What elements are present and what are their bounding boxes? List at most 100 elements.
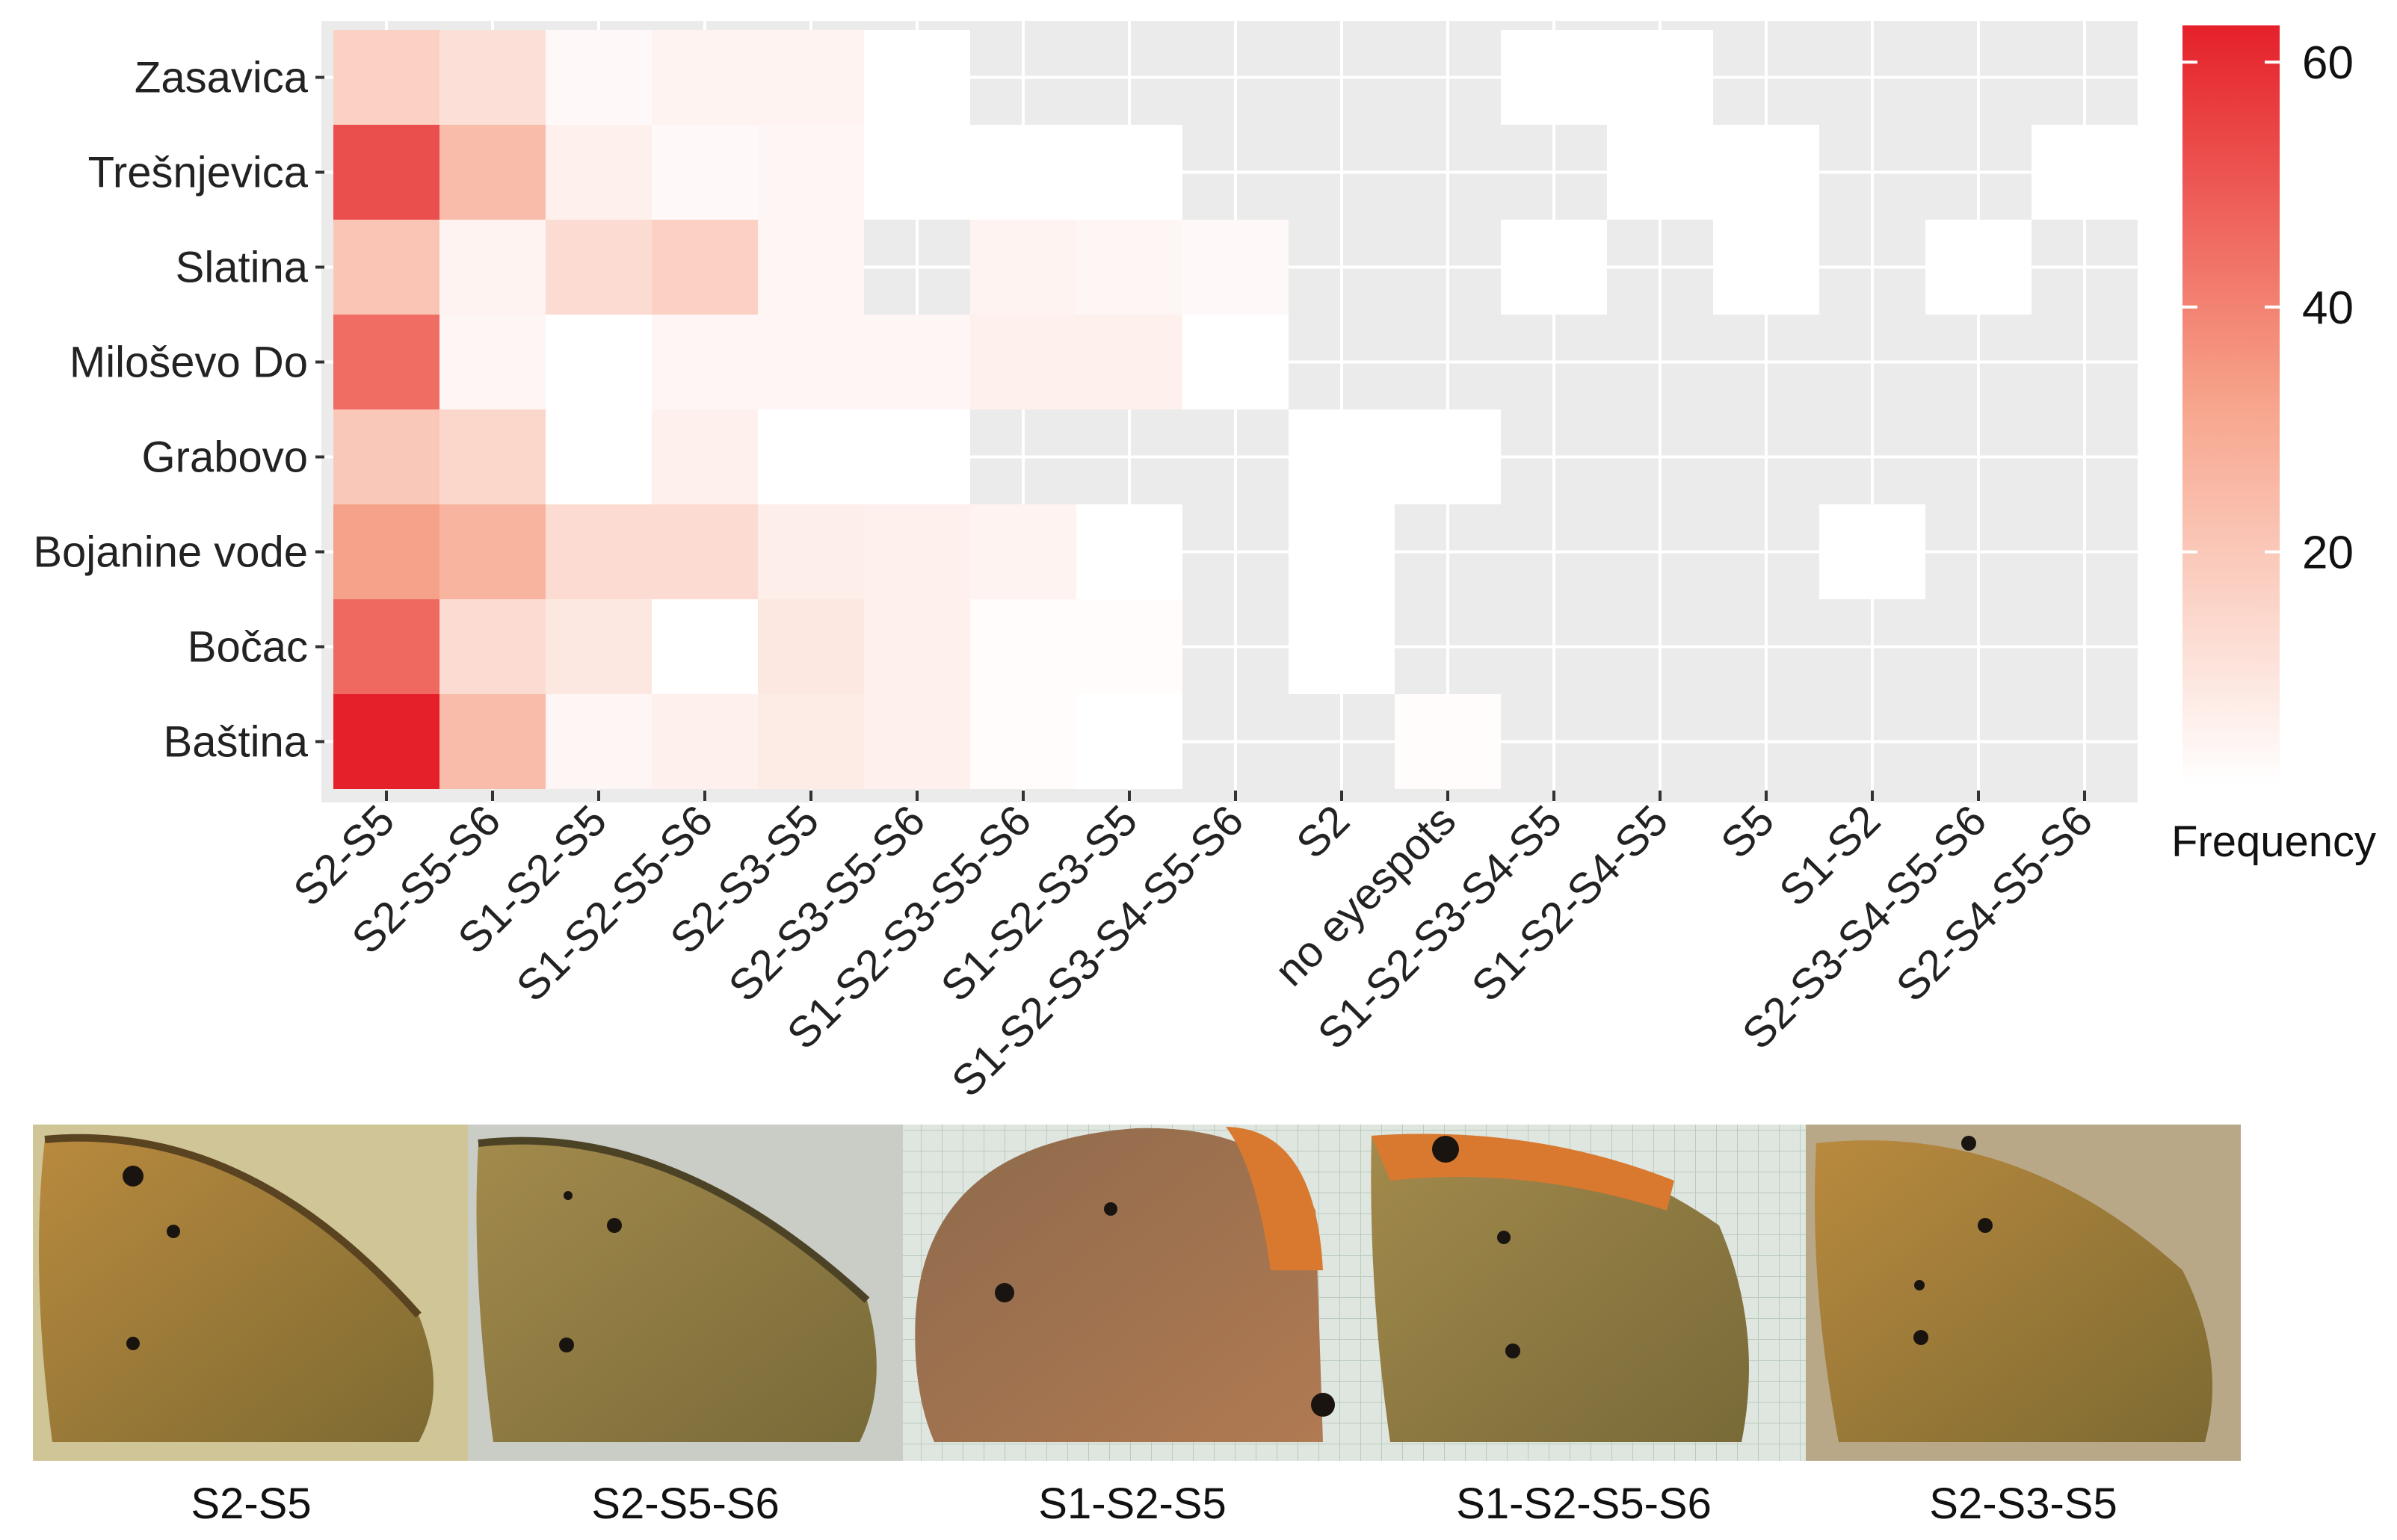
eyespot-icon <box>1961 1136 1976 1151</box>
heatmap-cell <box>864 504 970 599</box>
eyespot-icon <box>167 1225 180 1238</box>
heatmap-cell <box>439 125 546 220</box>
heatmap-cell <box>758 125 864 220</box>
photo-s1-s2-s5-s6 <box>1362 1125 1806 1461</box>
butterfly-photo-strip: S2-S5 S2-S5-S6 S1-S2-S5 S1-S2-S5-S6 S2-S… <box>33 1125 2241 1528</box>
heatmap-cell <box>1182 220 1289 315</box>
heatmap-cell <box>333 315 439 409</box>
heatmap-cell <box>439 599 546 694</box>
heatmap-cell <box>652 315 758 409</box>
heatmap-cell <box>970 599 1076 694</box>
heatmap-cell <box>333 125 439 220</box>
legend-tick-label: 20 <box>2302 528 2354 579</box>
heatmap-cell <box>333 504 439 599</box>
heatmap-cell <box>758 694 864 789</box>
eyespot-icon <box>1311 1393 1335 1417</box>
eyespot-icon <box>559 1338 574 1352</box>
y-tick-label: Zasavica <box>135 54 309 102</box>
heatmap-cell <box>546 30 652 125</box>
heatmap-cell <box>333 599 439 694</box>
heatmap-cell <box>1076 125 1182 220</box>
eyespot-icon <box>1505 1343 1520 1358</box>
heatmap-cell <box>1289 409 1395 504</box>
eyespot-icon <box>564 1191 573 1200</box>
heatmap-cell <box>546 504 652 599</box>
heatmap-cell <box>546 125 652 220</box>
y-tick-label: Grabovo <box>142 433 308 482</box>
heatmap-cell <box>864 599 970 694</box>
heatmap-cell <box>758 599 864 694</box>
x-tick-label: S2 <box>1287 796 1359 868</box>
heatmap-cell <box>333 409 439 504</box>
legend-ticks: 20 40 60 <box>2182 37 2354 579</box>
heatmap-cell <box>864 409 970 504</box>
heatmap-cell <box>1395 409 1501 504</box>
heatmap-cell <box>758 220 864 315</box>
y-tick-label: Bočac <box>188 623 308 672</box>
heatmap-cell <box>970 125 1076 220</box>
heatmap-cell <box>1395 694 1501 789</box>
heatmap-cell <box>1076 220 1182 315</box>
photo-s1-s2-s5 <box>903 1125 1362 1461</box>
heatmap-cell <box>439 220 546 315</box>
y-axis: Zasavica Trešnjevica Slatina Miloševo Do Gra… <box>33 54 324 767</box>
heatmap-cell <box>652 125 758 220</box>
heatmap-cell <box>758 409 864 504</box>
heatmap-cell <box>652 220 758 315</box>
heatmap-cell <box>1076 504 1182 599</box>
heatmap-cell <box>1076 599 1182 694</box>
heatmap-cell <box>652 504 758 599</box>
heatmap-cell <box>333 30 439 125</box>
eyespot-icon <box>607 1218 622 1233</box>
heatmap-cell <box>439 30 546 125</box>
eyespot-icon <box>1914 1280 1925 1290</box>
photo-label: S1-S2-S5-S6 <box>1456 1479 1712 1528</box>
heatmap-cell <box>1289 504 1395 599</box>
eyespot-icon <box>126 1337 140 1350</box>
heatmap-cell <box>864 30 970 125</box>
heatmap-cells <box>333 30 2138 789</box>
photo-label: S2-S5-S6 <box>591 1479 779 1528</box>
eyespot-icon <box>995 1283 1014 1302</box>
y-tick-label: Slatina <box>176 244 309 292</box>
legend-tick-label: 60 <box>2302 37 2354 89</box>
heatmap-cell <box>333 220 439 315</box>
heatmap-cell <box>970 504 1076 599</box>
y-tick-label: Bojanine vode <box>33 528 308 577</box>
heatmap-cell <box>1501 220 1607 315</box>
y-tick-label: Trešnjevica <box>88 149 309 197</box>
heatmap-cell <box>652 599 758 694</box>
heatmap-cell <box>2032 125 2138 220</box>
heatmap-cell <box>1713 220 1819 315</box>
heatmap-cell <box>1501 30 1607 125</box>
legend: 20 40 60 Frequency <box>2171 25 2376 866</box>
heatmap-cell <box>1076 694 1182 789</box>
photo-label: S2-S3-S5 <box>1929 1479 2117 1528</box>
heatmap-cell <box>652 30 758 125</box>
heatmap-cell <box>439 409 546 504</box>
heatmap-cell <box>439 504 546 599</box>
heatmap-cell <box>439 315 546 409</box>
heatmap-cell <box>1182 315 1289 409</box>
x-tick-label: S5 <box>1712 796 1783 868</box>
heatmap-cell <box>652 694 758 789</box>
eyespot-icon <box>123 1166 144 1187</box>
heatmap-cell <box>970 694 1076 789</box>
heatmap-cell <box>333 694 439 789</box>
heatmap-cell <box>1607 125 1713 220</box>
heatmap-cell <box>1819 504 1925 599</box>
heatmap-cell <box>970 315 1076 409</box>
heatmap-cell <box>864 125 970 220</box>
legend-tick-label: 40 <box>2302 282 2354 334</box>
heatmap-cell <box>1607 30 1713 125</box>
photo-s2-s5-s6 <box>468 1125 903 1461</box>
photo-s2-s3-s5 <box>1806 1125 2241 1461</box>
heatmap-cell <box>652 409 758 504</box>
heatmap-cell <box>970 220 1076 315</box>
heatmap-cell <box>758 30 864 125</box>
y-tick-label: Miloševo Do <box>70 338 308 387</box>
eyespot-icon <box>1104 1202 1117 1216</box>
photo-s2-s5 <box>33 1125 468 1461</box>
heatmap-cell <box>1713 125 1819 220</box>
